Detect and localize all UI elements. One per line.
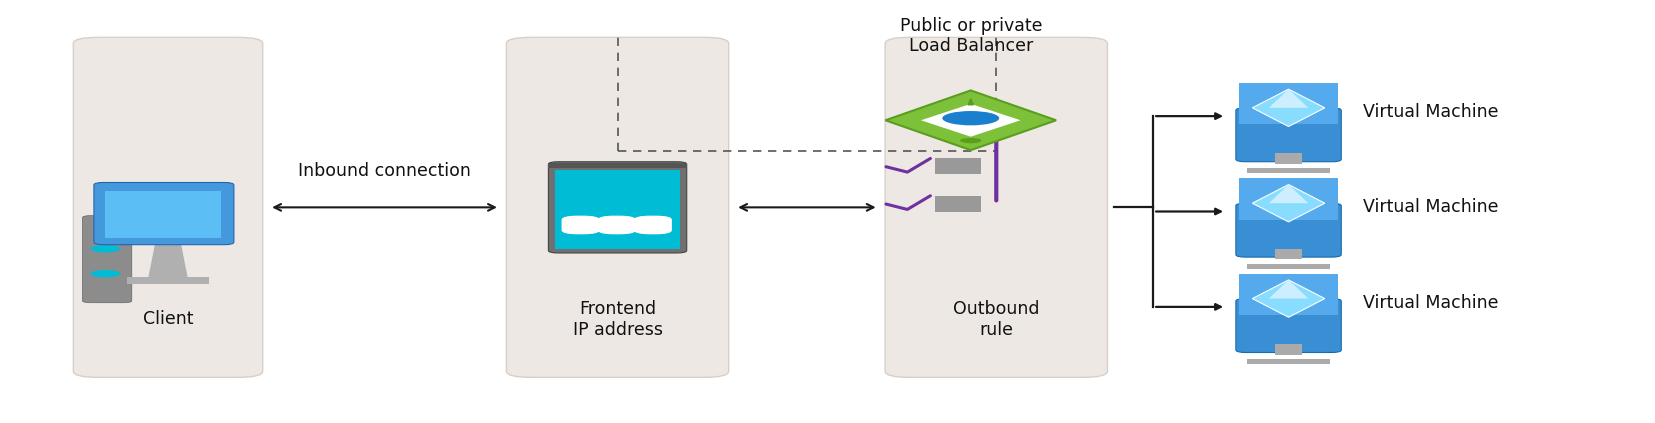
Text: Frontend
IP address: Frontend IP address bbox=[573, 300, 662, 339]
FancyBboxPatch shape bbox=[1236, 203, 1341, 257]
FancyBboxPatch shape bbox=[548, 163, 687, 168]
Polygon shape bbox=[1253, 184, 1324, 222]
FancyBboxPatch shape bbox=[554, 170, 680, 249]
FancyBboxPatch shape bbox=[935, 159, 981, 174]
FancyBboxPatch shape bbox=[1240, 83, 1337, 124]
Polygon shape bbox=[149, 244, 187, 278]
FancyBboxPatch shape bbox=[1236, 108, 1341, 162]
Text: Client: Client bbox=[142, 310, 194, 328]
FancyBboxPatch shape bbox=[885, 37, 1107, 377]
FancyBboxPatch shape bbox=[634, 216, 672, 234]
Text: Virtual Machine: Virtual Machine bbox=[1362, 294, 1498, 312]
Circle shape bbox=[960, 138, 981, 143]
Polygon shape bbox=[1253, 89, 1324, 126]
FancyBboxPatch shape bbox=[1276, 249, 1302, 259]
FancyBboxPatch shape bbox=[73, 37, 263, 377]
Text: Outbound
rule: Outbound rule bbox=[953, 300, 1039, 339]
FancyBboxPatch shape bbox=[561, 216, 599, 234]
FancyBboxPatch shape bbox=[1240, 179, 1337, 220]
FancyBboxPatch shape bbox=[1236, 299, 1341, 352]
FancyBboxPatch shape bbox=[935, 196, 981, 212]
FancyBboxPatch shape bbox=[1276, 344, 1302, 354]
Text: Virtual Machine: Virtual Machine bbox=[1362, 198, 1498, 216]
Polygon shape bbox=[1269, 280, 1309, 299]
FancyBboxPatch shape bbox=[597, 216, 636, 234]
Circle shape bbox=[91, 245, 121, 253]
Polygon shape bbox=[885, 91, 1056, 150]
FancyBboxPatch shape bbox=[1248, 168, 1329, 173]
FancyBboxPatch shape bbox=[106, 191, 220, 239]
Polygon shape bbox=[1269, 184, 1309, 203]
Text: Inbound connection: Inbound connection bbox=[298, 162, 472, 180]
FancyBboxPatch shape bbox=[548, 162, 687, 253]
Circle shape bbox=[91, 270, 121, 277]
Text: Public or private
Load Balancer: Public or private Load Balancer bbox=[900, 16, 1043, 55]
FancyBboxPatch shape bbox=[127, 277, 209, 284]
FancyBboxPatch shape bbox=[1276, 154, 1302, 164]
Text: Virtual Machine: Virtual Machine bbox=[1362, 103, 1498, 121]
FancyBboxPatch shape bbox=[1248, 359, 1329, 364]
FancyBboxPatch shape bbox=[1248, 264, 1329, 269]
Polygon shape bbox=[1269, 89, 1309, 108]
Polygon shape bbox=[920, 104, 1021, 137]
FancyBboxPatch shape bbox=[1240, 274, 1337, 315]
FancyBboxPatch shape bbox=[94, 182, 233, 244]
Polygon shape bbox=[1253, 280, 1324, 317]
Circle shape bbox=[942, 111, 1000, 125]
FancyBboxPatch shape bbox=[506, 37, 728, 377]
FancyBboxPatch shape bbox=[83, 216, 132, 303]
